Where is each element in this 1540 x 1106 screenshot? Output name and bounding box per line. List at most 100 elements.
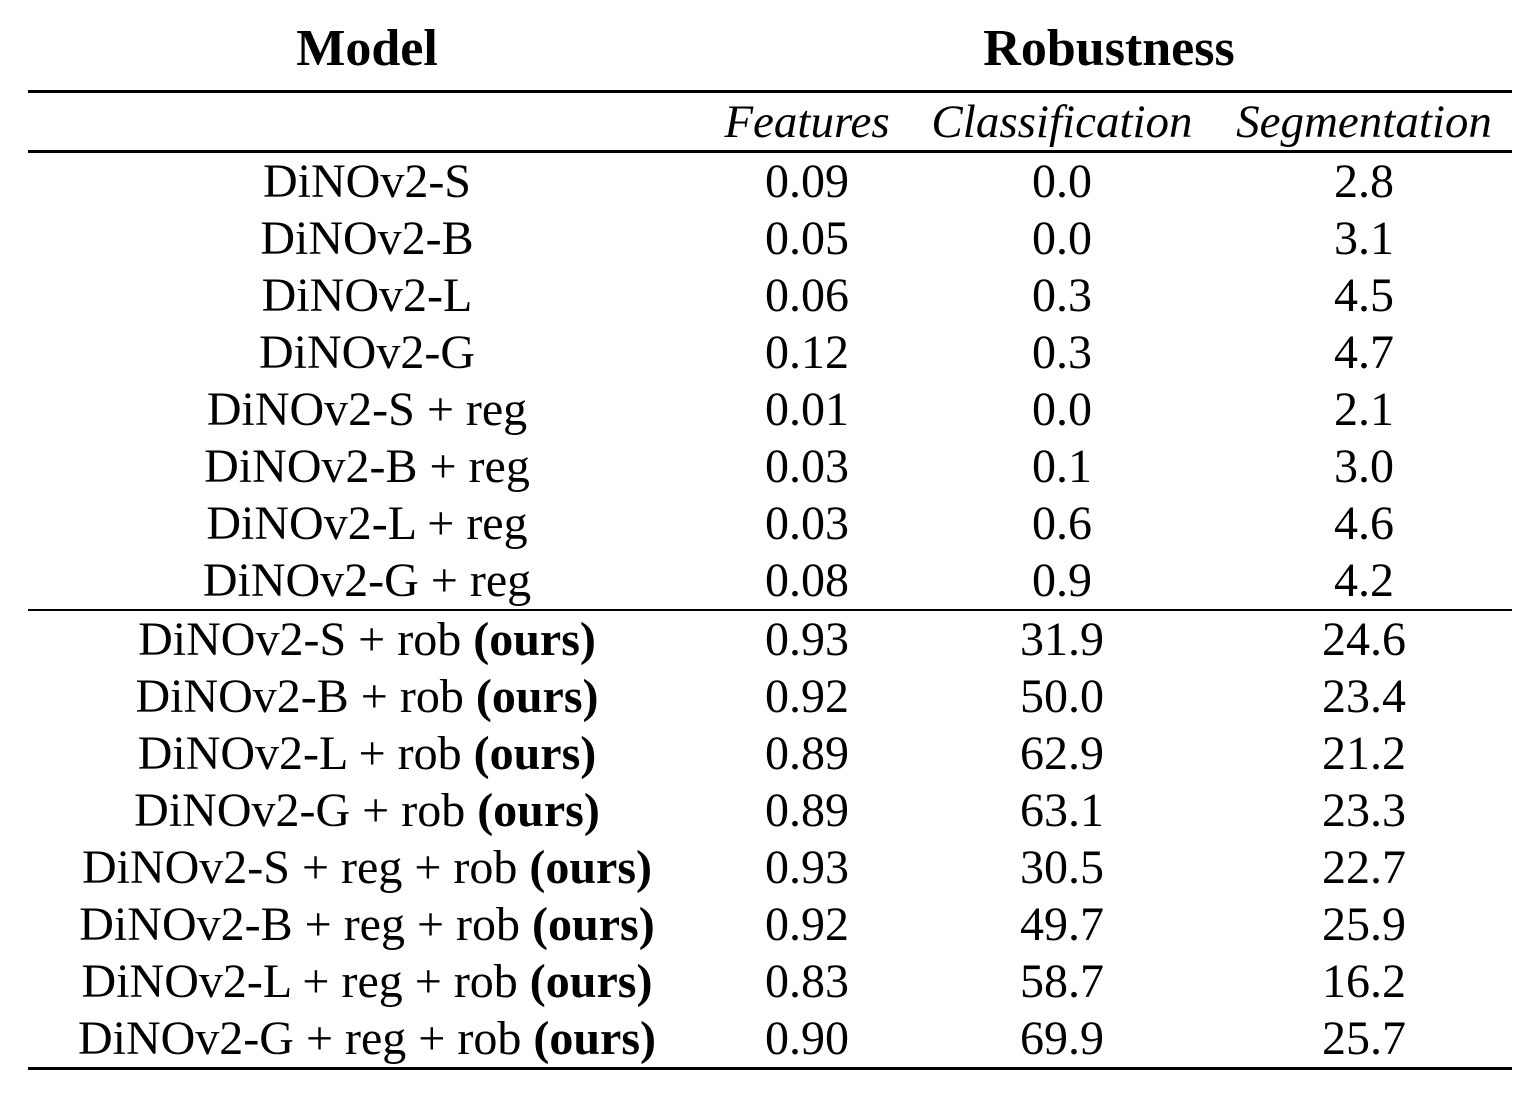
features-value: 0.08 [706,552,908,611]
features-value: 0.83 [765,955,849,1008]
segmentation-value: 25.9 [1322,898,1407,951]
segmentation-value: 2.1 [1334,383,1395,436]
segmentation-subheader: Segmentation [1216,91,1513,153]
model-label-ours: (ours) [475,670,599,723]
table-row: DiNOv2-S + reg 0.01 0.0 2.1 [28,381,1512,438]
model-cell: DiNOv2-B + reg [28,438,706,495]
classification-value: 0.3 [1032,269,1092,322]
empty-subheader-cell [28,91,706,153]
features-value: 0.90 [706,1010,908,1070]
segmentation-value: 3.1 [1334,212,1395,265]
segmentation-value: 22.7 [1322,841,1407,894]
table-row: DiNOv2-L 0.06 0.3 4.5 [28,267,1512,324]
model-cell: DiNOv2-S + reg + rob (ours) [28,839,706,896]
model-cell: DiNOv2-L + reg [28,495,706,552]
classification-value: 31.9 [1020,613,1104,666]
model-cell: DiNOv2-G + reg [28,552,706,611]
features-value: 0.03 [765,497,849,550]
model-cell: DiNOv2-G [28,324,706,381]
model-label-ours: (ours) [533,1012,657,1065]
model-cell: DiNOv2-G + rob (ours) [28,782,706,839]
table-row: DiNOv2-G 0.12 0.3 4.7 [28,324,1512,381]
model-label: DiNOv2-G + reg [202,554,532,607]
segmentation-value: 23.3 [1322,784,1407,837]
table-subheader-row: Features Classification Segmentation [28,91,1513,153]
model-cell: DiNOv2-B + reg + rob (ours) [28,896,706,953]
model-column-header: Model [28,0,706,93]
table-row: DiNOv2-L + reg + rob (ours) 0.83 58.7 16… [28,953,1512,1010]
features-value: 0.09 [765,155,849,208]
model-label: DiNOv2-S [262,155,471,208]
model-label-ours: (ours) [473,613,596,666]
segmentation-value: 4.6 [1334,497,1395,550]
table-row: DiNOv2-S 0.09 0.0 2.8 [28,152,1512,211]
features-subheader: Features [706,91,908,153]
model-label: DiNOv2-S + reg [206,383,528,436]
model-label-ours: (ours) [477,784,600,837]
table-row: DiNOv2-L + rob (ours) 0.89 62.9 21.2 [28,725,1512,782]
model-label-ours: (ours) [529,841,653,894]
table-row: DiNOv2-G + reg + rob (ours) 0.90 69.9 25… [28,1010,1513,1070]
features-value: 0.92 [765,898,849,951]
table-row: DiNOv2-B + reg 0.03 0.1 3.0 [28,438,1512,495]
model-cell: DiNOv2-L + rob (ours) [28,725,706,782]
classification-value: 50.0 [1020,670,1104,723]
model-cell: DiNOv2-L + reg + rob (ours) [28,953,706,1010]
model-label: DiNOv2-L [261,269,473,322]
model-label: DiNOv2-L + reg [206,497,528,550]
table-row: DiNOv2-G + rob (ours) 0.89 63.1 23.3 [28,782,1512,839]
table-row: DiNOv2-S + rob (ours) 0.93 31.9 24.6 [28,610,1512,668]
classification-value: 0.1 [1032,440,1092,493]
table-row: DiNOv2-B + rob (ours) 0.92 50.0 23.4 [28,668,1512,725]
classification-value: 0.0 [1032,383,1092,436]
model-label-ours: (ours) [532,898,655,951]
segmentation-value: 2.8 [1334,155,1395,208]
model-label: DiNOv2-G + rob [134,784,478,837]
table-row: DiNOv2-S + reg + rob (ours) 0.93 30.5 22… [28,839,1512,896]
features-value: 0.93 [765,613,849,666]
features-value: 0.03 [765,440,849,493]
segmentation-value: 16.2 [1322,955,1407,1008]
classification-value: 0.0 [1032,155,1092,208]
model-label: DiNOv2-G [259,326,475,379]
model-cell: DiNOv2-L [28,267,706,324]
model-cell: DiNOv2-S [28,152,706,211]
segmentation-value: 4.5 [1334,269,1395,322]
model-label: DiNOv2-B [260,212,474,265]
segmentation-value: 23.4 [1322,670,1407,723]
model-label-ours: (ours) [529,955,653,1008]
robustness-results-table: Model Robustness Features Classification… [28,0,1513,1070]
robustness-column-group-header: Robustness [706,0,1513,93]
classification-value: 69.9 [908,1010,1216,1070]
model-cell: DiNOv2-G + reg + rob (ours) [28,1010,706,1070]
segmentation-value: 3.0 [1334,440,1395,493]
table-row: DiNOv2-B 0.05 0.0 3.1 [28,210,1512,267]
model-cell: DiNOv2-S + reg [28,381,706,438]
model-label: DiNOv2-G + reg + rob [77,1012,534,1065]
features-value: 0.12 [765,326,849,379]
features-value: 0.05 [765,212,849,265]
classification-value: 49.7 [1020,898,1104,951]
model-label: DiNOv2-L + rob [137,727,474,780]
features-value: 0.93 [765,841,849,894]
classification-value: 63.1 [1020,784,1104,837]
model-label: DiNOv2-L + reg + rob [81,955,530,1008]
model-label: DiNOv2-B + rob [135,670,476,723]
model-label-ours: (ours) [473,727,597,780]
classification-value: 0.0 [1032,212,1092,265]
segmentation-value: 4.7 [1334,326,1395,379]
features-value: 0.01 [765,383,849,436]
classification-value: 62.9 [1020,727,1104,780]
classification-value: 58.7 [1020,955,1104,1008]
table-row: DiNOv2-B + reg + rob (ours) 0.92 49.7 25… [28,896,1512,953]
segmentation-value: 4.2 [1216,552,1513,611]
classification-value: 0.6 [1032,497,1092,550]
table-row: DiNOv2-L + reg 0.03 0.6 4.6 [28,495,1512,552]
segmentation-value: 21.2 [1322,727,1407,780]
features-value: 0.89 [765,727,849,780]
model-label: DiNOv2-B + reg + rob [79,898,533,951]
features-value: 0.92 [765,670,849,723]
classification-subheader: Classification [908,91,1216,153]
classification-value: 0.3 [1032,326,1092,379]
classification-value: 0.9 [908,552,1216,611]
